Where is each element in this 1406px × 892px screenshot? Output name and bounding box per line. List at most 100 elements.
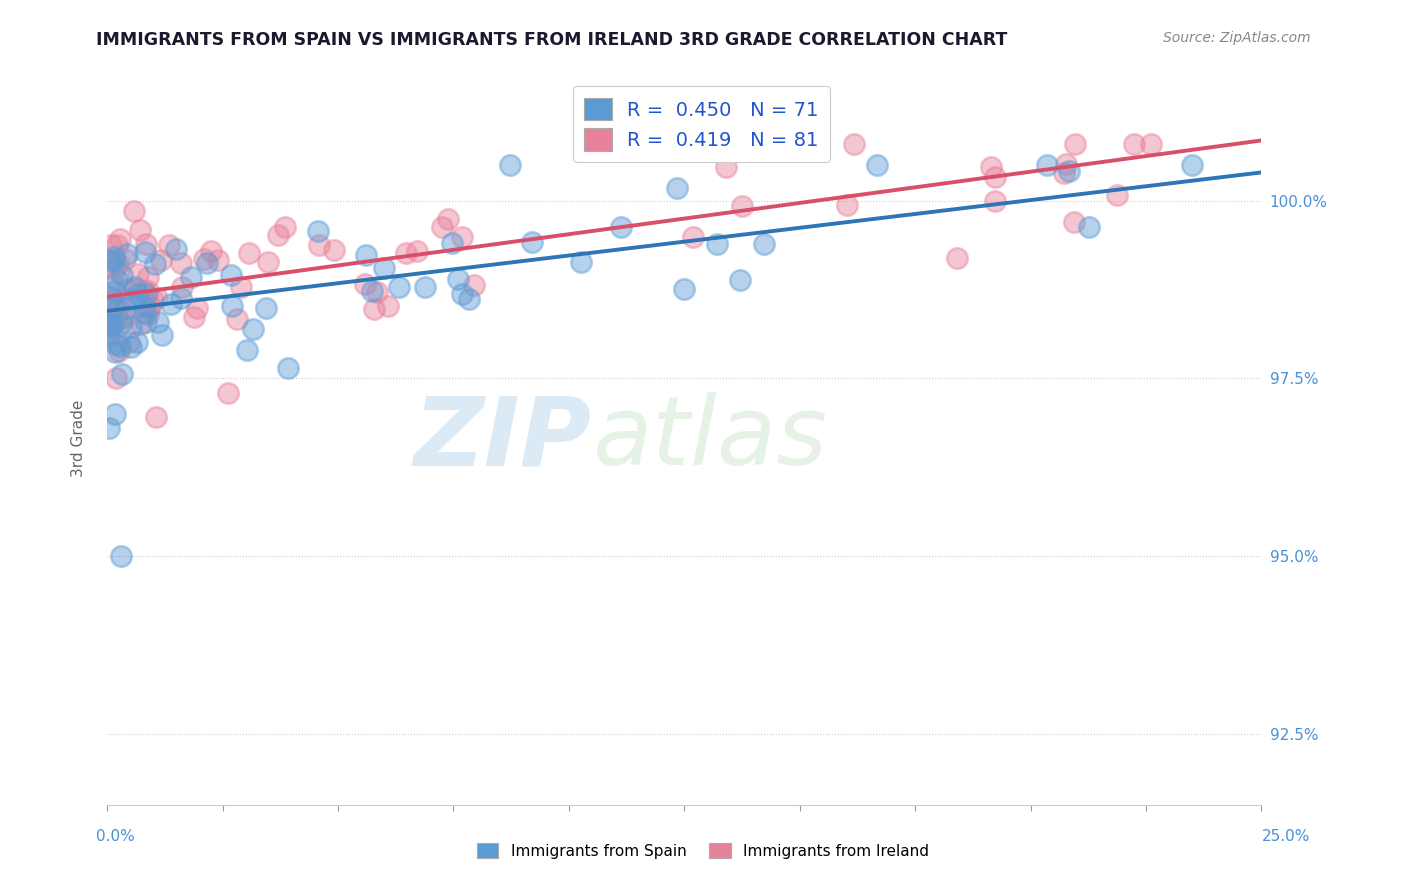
Point (100, 316, 122, 330)
Point (866, 158, 889, 172)
Point (207, 253, 229, 268)
Point (108, 343, 131, 358)
Point (413, 280, 436, 294)
Point (447, 272, 470, 286)
Point (267, 228, 290, 243)
Point (142, 293, 165, 308)
Legend: Immigrants from Spain, Immigrants from Ireland: Immigrants from Spain, Immigrants from I… (471, 837, 935, 864)
Point (180, 269, 202, 284)
Point (118, 335, 141, 350)
Point (149, 253, 172, 268)
Point (111, 310, 134, 325)
Point (108, 232, 131, 246)
Point (135, 315, 157, 329)
Point (111, 268, 134, 282)
Point (98, 301, 121, 316)
Point (103, 277, 125, 292)
Point (98, 421, 121, 435)
Point (728, 273, 751, 287)
Point (363, 302, 385, 317)
Point (835, 197, 858, 211)
Point (254, 301, 277, 316)
Point (107, 301, 129, 315)
Point (100, 256, 122, 270)
Text: Source: ZipAtlas.com: Source: ZipAtlas.com (1163, 31, 1310, 45)
Point (714, 161, 737, 175)
Point (157, 238, 180, 252)
Point (170, 291, 193, 305)
Point (135, 236, 157, 251)
Point (114, 309, 136, 323)
Point (520, 235, 543, 250)
Point (134, 299, 156, 313)
Point (682, 229, 704, 244)
Point (107, 257, 129, 271)
Point (731, 199, 754, 213)
Point (146, 291, 169, 305)
Point (103, 316, 125, 330)
Point (257, 255, 280, 269)
Point (98, 316, 121, 330)
Point (98, 294, 121, 309)
Point (138, 270, 160, 285)
Point (172, 280, 194, 294)
Point (103, 250, 125, 264)
Point (405, 244, 427, 258)
Point (980, 161, 1002, 175)
Point (148, 315, 170, 329)
Point (105, 272, 128, 286)
Point (945, 251, 967, 265)
Point (377, 299, 399, 313)
Point (150, 327, 173, 342)
Point (360, 284, 382, 298)
Point (238, 246, 260, 260)
Point (124, 282, 146, 296)
Point (463, 278, 485, 293)
Point (104, 407, 127, 421)
Point (1054, 157, 1077, 171)
Point (387, 280, 409, 294)
Point (308, 237, 330, 252)
Point (115, 301, 138, 316)
Point (1077, 219, 1099, 234)
Point (103, 253, 125, 268)
Point (610, 220, 633, 235)
Point (135, 287, 157, 301)
Point (186, 301, 208, 315)
Point (1064, 136, 1087, 151)
Point (160, 296, 183, 310)
Point (100, 238, 122, 252)
Point (105, 238, 128, 252)
Point (200, 244, 222, 258)
Point (1181, 158, 1204, 172)
Point (1063, 215, 1085, 229)
Point (98, 328, 121, 343)
Point (450, 229, 472, 244)
Point (138, 301, 160, 316)
Point (115, 246, 138, 260)
Point (120, 320, 142, 334)
Point (145, 409, 167, 424)
Point (430, 219, 453, 234)
Point (98, 252, 121, 267)
Point (441, 236, 464, 251)
Point (665, 181, 688, 195)
Point (569, 255, 592, 269)
Point (242, 322, 264, 336)
Point (219, 268, 242, 282)
Point (451, 287, 474, 301)
Text: ZIP: ZIP (413, 392, 592, 485)
Point (307, 224, 329, 238)
Point (354, 277, 377, 291)
Point (136, 284, 159, 298)
Point (115, 282, 138, 296)
Point (373, 260, 395, 275)
Point (110, 317, 132, 331)
Point (165, 242, 187, 256)
Point (120, 340, 142, 354)
Point (127, 286, 149, 301)
Point (195, 256, 218, 270)
Point (323, 243, 346, 257)
Point (104, 344, 127, 359)
Text: IMMIGRANTS FROM SPAIN VS IMMIGRANTS FROM IRELAND 3RD GRADE CORRELATION CHART: IMMIGRANTS FROM SPAIN VS IMMIGRANTS FROM… (96, 31, 1007, 49)
